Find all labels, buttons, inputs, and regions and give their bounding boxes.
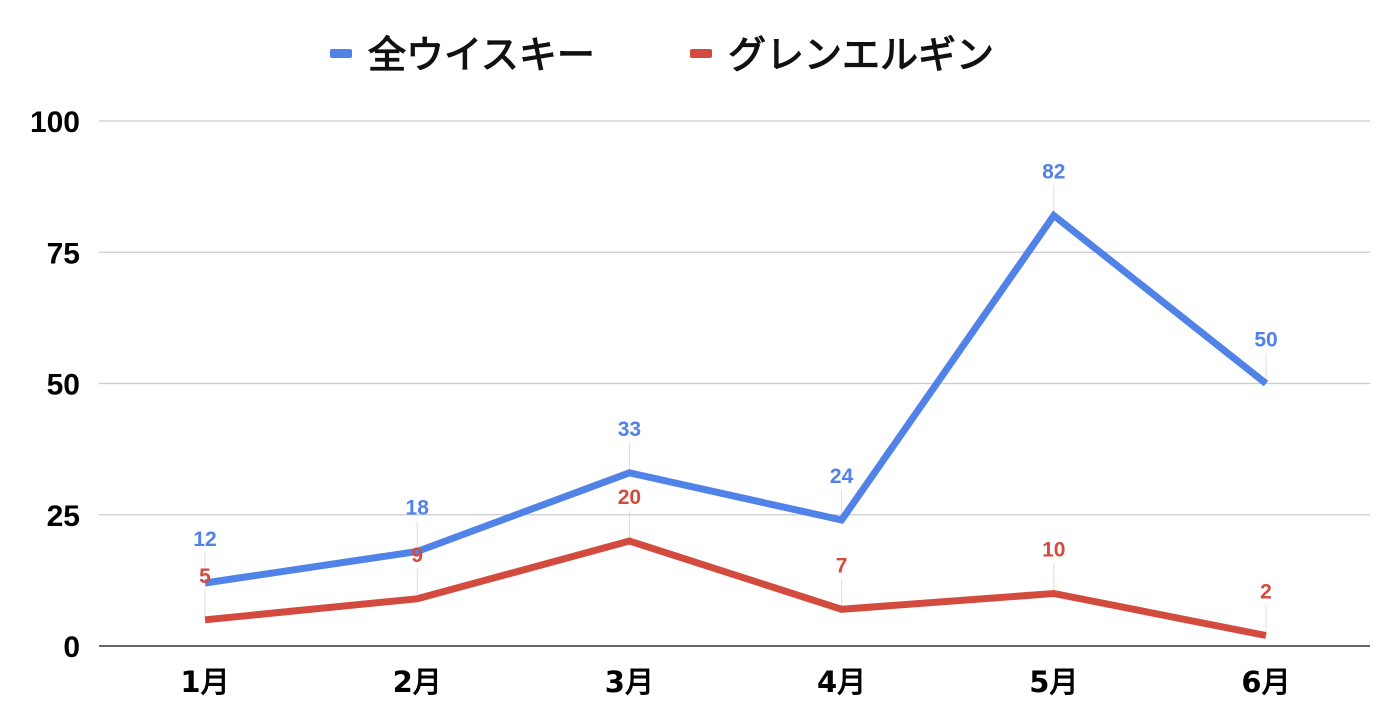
data-label: 20 bbox=[618, 486, 641, 509]
legend-label-1: 全ウイスキー bbox=[367, 33, 595, 77]
data-label: 2 bbox=[1260, 581, 1272, 604]
legend: 全ウイスキー グレンエルギン bbox=[330, 33, 994, 77]
series-line-1 bbox=[204, 210, 1269, 587]
legend-swatch-1 bbox=[330, 49, 352, 58]
legend-label-2: グレンエルギン bbox=[728, 33, 994, 77]
y-tick-label: 100 bbox=[30, 106, 80, 139]
data-label: 7 bbox=[836, 554, 848, 577]
series-lines bbox=[204, 210, 1269, 639]
x-tick-label: 5月 bbox=[1029, 665, 1078, 699]
x-tick-label: 6月 bbox=[1241, 665, 1290, 699]
data-label: 18 bbox=[406, 497, 430, 520]
y-axis: 0 25 50 75 100 bbox=[30, 106, 80, 664]
data-label: 9 bbox=[411, 544, 423, 567]
x-tick-label: 1月 bbox=[180, 665, 229, 699]
data-label: 82 bbox=[1042, 161, 1065, 184]
data-label: 33 bbox=[618, 418, 641, 441]
data-label: 10 bbox=[1042, 539, 1065, 562]
data-label: 24 bbox=[830, 465, 854, 488]
x-tick-label: 2月 bbox=[393, 665, 442, 699]
data-label: 12 bbox=[193, 528, 216, 551]
x-tick-label: 3月 bbox=[605, 665, 654, 699]
label-leader-lines bbox=[204, 185, 1267, 636]
y-tick-label: 0 bbox=[63, 631, 80, 664]
legend-swatch-2 bbox=[690, 49, 712, 58]
data-labels: 12 18 33 24 82 50 5 9 20 7 10 2 bbox=[193, 161, 1277, 604]
series-line-2 bbox=[204, 537, 1267, 639]
x-tick-label: 4月 bbox=[817, 665, 866, 699]
y-tick-label: 50 bbox=[47, 369, 80, 402]
data-label: 50 bbox=[1254, 329, 1277, 352]
y-tick-label: 25 bbox=[47, 500, 80, 533]
gridlines bbox=[99, 120, 1370, 647]
data-label: 5 bbox=[199, 565, 211, 588]
y-tick-label: 75 bbox=[47, 237, 80, 270]
x-axis: 1月 2月 3月 4月 5月 6月 bbox=[180, 665, 1290, 699]
